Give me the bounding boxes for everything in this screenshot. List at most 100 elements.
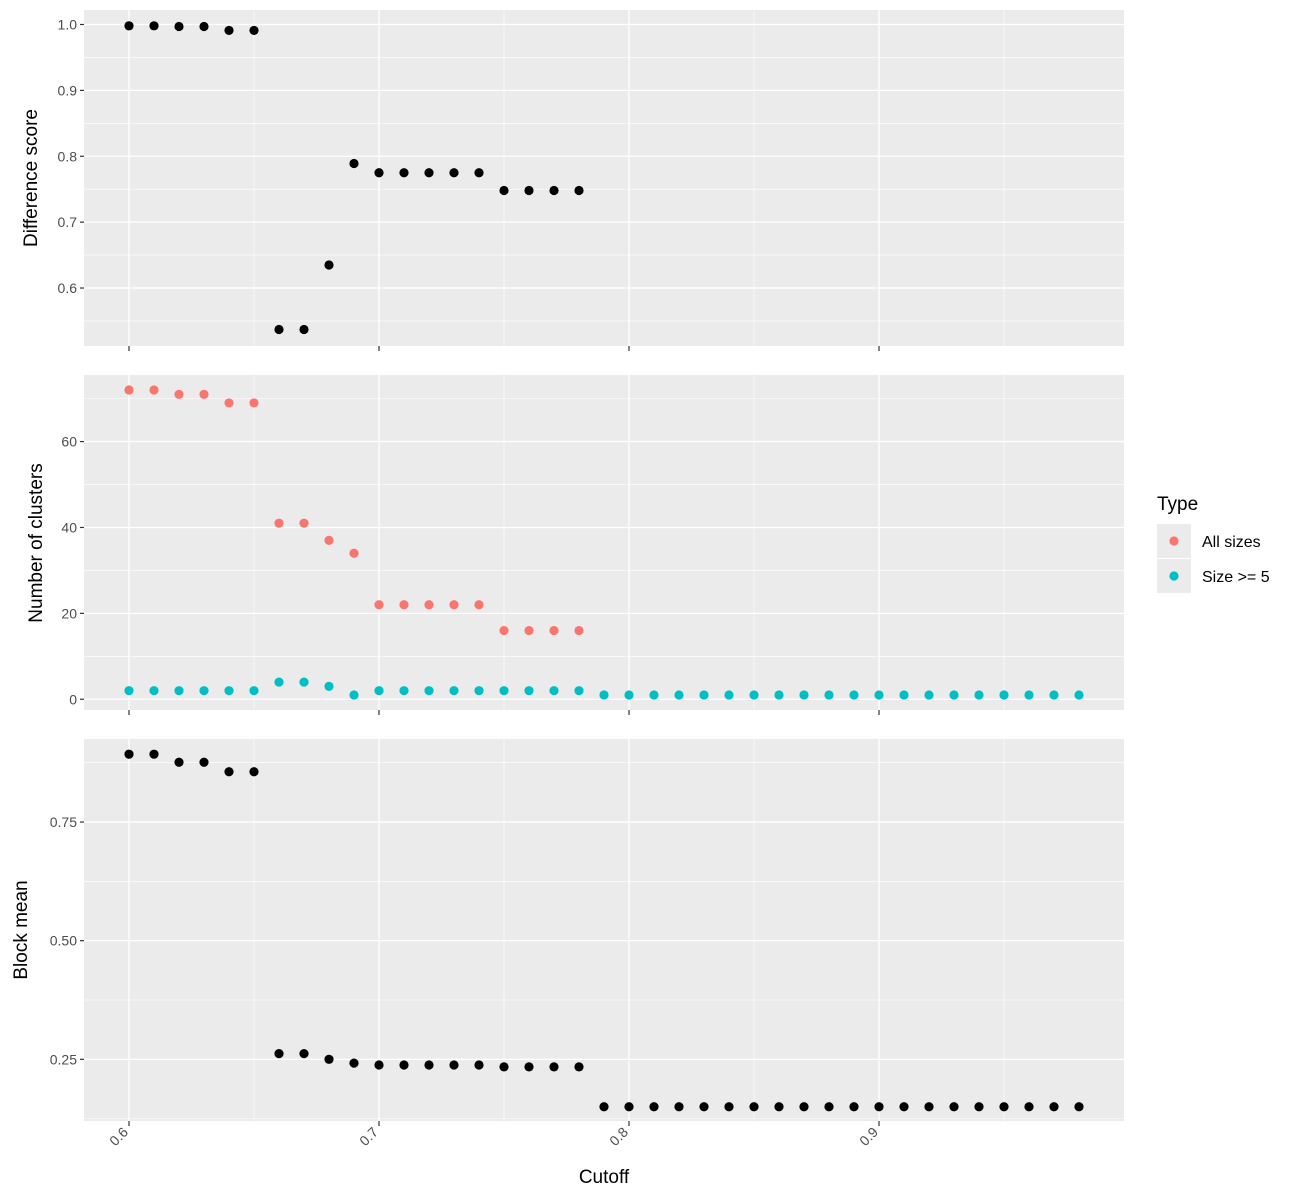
data-point — [174, 21, 184, 32]
data-point — [649, 690, 659, 700]
data-point — [374, 1060, 384, 1070]
data-point — [324, 681, 334, 691]
data-point — [424, 1060, 434, 1070]
data-point — [549, 1062, 559, 1072]
data-point — [424, 686, 434, 696]
data-point — [199, 21, 209, 32]
data-point — [324, 1054, 334, 1064]
data-point — [799, 1102, 809, 1112]
data-point — [974, 1102, 984, 1112]
data-point — [1049, 690, 1059, 700]
data-point — [774, 690, 784, 700]
data-point — [749, 1102, 759, 1112]
data-point — [274, 518, 284, 528]
y-tick-label: 0.9 — [58, 82, 78, 98]
panel-points — [124, 385, 1084, 700]
data-point — [449, 168, 459, 178]
y-tick-label: 0 — [69, 691, 77, 707]
x-tick-label: 0.9 — [856, 1124, 881, 1149]
panel-background — [84, 10, 1124, 346]
data-point — [1074, 1102, 1084, 1112]
data-point — [549, 686, 559, 696]
data-point — [624, 690, 634, 700]
data-point — [499, 686, 509, 696]
data-point — [524, 185, 534, 196]
data-point — [974, 690, 984, 700]
x-axis-tick-labels: 0.6 0.7 0.8 0.9 — [106, 1124, 881, 1149]
data-point — [499, 185, 509, 196]
data-point — [349, 158, 359, 169]
data-point — [174, 757, 184, 767]
x-tick-label: 0.8 — [606, 1124, 631, 1149]
data-point — [349, 548, 359, 558]
data-point — [449, 600, 459, 610]
y-axis-title: Block mean — [11, 880, 32, 979]
data-point — [1024, 1102, 1034, 1112]
legend-label: Size >= 5 — [1202, 569, 1270, 586]
data-point — [274, 324, 284, 335]
data-point — [249, 767, 259, 777]
panel-grid — [84, 739, 1124, 1121]
data-point — [274, 677, 284, 687]
data-point — [874, 1102, 884, 1112]
data-point — [549, 625, 559, 636]
data-point — [174, 389, 184, 399]
data-point — [149, 385, 159, 395]
y-tick-label: 0.7 — [58, 214, 78, 230]
data-point — [999, 1102, 1009, 1112]
data-point — [124, 21, 134, 31]
data-point — [924, 1102, 934, 1112]
y-axis-title: Difference score — [21, 109, 42, 247]
data-point — [299, 1049, 309, 1059]
y-axis-title: Number of clusters — [26, 463, 47, 622]
data-point — [699, 690, 709, 700]
data-point — [224, 686, 234, 696]
legend: Type All sizes Size >= 5 — [1157, 494, 1270, 593]
legend-label: All sizes — [1202, 534, 1261, 551]
panel-difference-score: 0.6 0.7 0.8 0.9 1.0 Difference score — [21, 10, 1124, 351]
data-point — [249, 25, 259, 36]
data-point — [449, 686, 459, 696]
data-point — [899, 1102, 909, 1112]
data-point — [299, 324, 309, 335]
y-tick-label: 0.8 — [58, 148, 78, 164]
data-point — [499, 1062, 509, 1072]
data-point — [199, 757, 209, 767]
data-point — [749, 690, 759, 700]
data-point — [624, 1102, 634, 1112]
data-point — [424, 168, 434, 178]
panel-points — [124, 749, 1084, 1112]
data-point — [549, 185, 559, 196]
panel-background — [84, 739, 1124, 1121]
data-point — [399, 686, 409, 696]
legend-title: Type — [1157, 494, 1198, 515]
x-axis-title: Cutoff — [579, 1167, 630, 1188]
data-point — [174, 686, 184, 696]
panel-grid — [84, 10, 1124, 346]
data-point — [374, 168, 384, 178]
data-point — [399, 168, 409, 178]
data-point — [199, 389, 209, 399]
data-point — [1074, 690, 1084, 700]
data-point — [599, 1102, 609, 1112]
data-point — [399, 600, 409, 610]
data-point — [849, 1102, 859, 1112]
data-point — [724, 1102, 734, 1112]
data-point — [199, 686, 209, 696]
data-point — [324, 260, 334, 270]
data-point — [1024, 690, 1034, 700]
data-point — [1049, 1102, 1059, 1112]
data-point — [849, 690, 859, 700]
panel-points — [124, 21, 584, 335]
y-tick-label: 60 — [61, 434, 77, 450]
data-point — [599, 690, 609, 700]
data-point — [524, 1062, 534, 1072]
data-point — [949, 1102, 959, 1112]
data-point — [474, 168, 484, 178]
data-point — [674, 1102, 684, 1112]
data-point — [949, 690, 959, 700]
data-point — [224, 25, 234, 36]
data-point — [524, 625, 534, 636]
panel-grid — [84, 375, 1124, 710]
y-tick-label: 0.6 — [58, 280, 78, 296]
